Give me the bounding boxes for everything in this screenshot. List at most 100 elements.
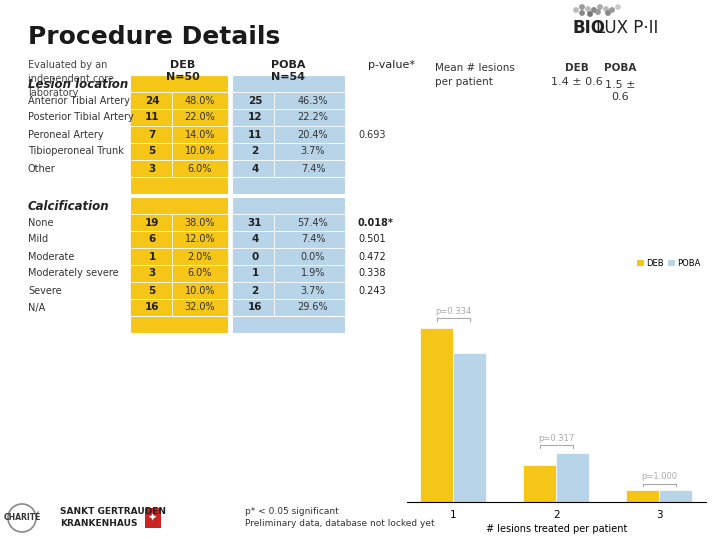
Text: Peroneal Artery: Peroneal Artery	[28, 130, 104, 139]
Text: 5: 5	[148, 146, 156, 157]
Text: 0.501: 0.501	[358, 234, 386, 245]
Text: 1: 1	[251, 268, 258, 279]
Text: 48.0%: 48.0%	[185, 96, 215, 105]
Bar	[274, 143, 345, 160]
Text: Tibioperoneal Trunk: Tibioperoneal Trunk	[28, 146, 124, 157]
Text: DEB: DEB	[565, 63, 589, 73]
Bar	[232, 197, 345, 214]
Bar	[172, 265, 228, 282]
Text: DEB: DEB	[171, 60, 196, 70]
Text: 0.693: 0.693	[358, 130, 385, 139]
Circle shape	[588, 12, 593, 16]
Bar	[130, 197, 228, 214]
Bar	[232, 316, 345, 333]
Text: 0.338: 0.338	[358, 268, 385, 279]
Bar	[232, 160, 274, 177]
Text: 20.4%: 20.4%	[297, 130, 328, 139]
Text: p-value*: p-value*	[368, 60, 415, 70]
Text: CHARITÉ: CHARITÉ	[4, 514, 41, 523]
Text: Posterior Tibial Artery: Posterior Tibial Artery	[28, 112, 134, 123]
Text: 24: 24	[145, 96, 159, 105]
Bar	[232, 126, 274, 143]
Text: 7.4%: 7.4%	[301, 234, 325, 245]
Text: 10.0%: 10.0%	[185, 146, 215, 157]
Bar	[130, 299, 172, 316]
Text: Mean # lesions
per patient: Mean # lesions per patient	[435, 63, 515, 87]
Bar	[232, 143, 274, 160]
Bar	[172, 160, 228, 177]
Text: LUX P·II: LUX P·II	[596, 19, 658, 37]
Text: Severe: Severe	[28, 286, 62, 295]
Text: 0.0%: 0.0%	[301, 252, 325, 261]
Bar	[130, 177, 228, 194]
Text: Anterior Tibial Artery: Anterior Tibial Artery	[28, 96, 130, 105]
Text: Procedure Details: Procedure Details	[28, 25, 280, 49]
Text: 4: 4	[251, 234, 258, 245]
Bar	[172, 231, 228, 248]
Bar	[172, 109, 228, 126]
Text: 22.2%: 22.2%	[297, 112, 328, 123]
Text: 1: 1	[148, 252, 156, 261]
Text: Lesion location: Lesion location	[28, 78, 128, 91]
Bar	[232, 177, 345, 194]
Text: N=54: N=54	[271, 72, 305, 82]
Text: 4: 4	[251, 164, 258, 173]
Bar	[130, 143, 172, 160]
Text: 11: 11	[145, 112, 159, 123]
Circle shape	[580, 5, 584, 9]
Bar	[130, 248, 172, 265]
Text: 14.0%: 14.0%	[185, 130, 215, 139]
Bar	[274, 160, 345, 177]
Text: KRANKENHAUS: KRANKENHAUS	[60, 518, 138, 528]
Text: 16: 16	[248, 302, 262, 313]
Text: 12.0%: 12.0%	[185, 234, 215, 245]
X-axis label: # lesions treated per patient: # lesions treated per patient	[485, 524, 627, 534]
Text: 2: 2	[251, 286, 258, 295]
Bar	[232, 265, 274, 282]
Bar	[130, 75, 228, 92]
Text: 46.3%: 46.3%	[298, 96, 328, 105]
Bar	[523, 465, 557, 502]
Text: 31: 31	[248, 218, 262, 227]
Text: 0: 0	[251, 252, 258, 261]
Bar	[556, 453, 589, 502]
Bar	[274, 126, 345, 143]
Text: 3: 3	[148, 164, 156, 173]
Text: 57.4%: 57.4%	[297, 218, 328, 227]
Circle shape	[610, 8, 614, 12]
Text: 2: 2	[251, 146, 258, 157]
Bar	[232, 231, 274, 248]
Bar	[274, 265, 345, 282]
Bar	[172, 92, 228, 109]
Circle shape	[604, 7, 608, 11]
Legend: DEB, POBA: DEB, POBA	[634, 255, 704, 271]
Text: 1.9%: 1.9%	[301, 268, 325, 279]
Text: 6.0%: 6.0%	[188, 164, 212, 173]
Bar	[420, 328, 454, 502]
Text: Other: Other	[28, 164, 55, 173]
Text: 11: 11	[248, 130, 262, 139]
Bar	[130, 316, 228, 333]
Text: 25: 25	[248, 96, 262, 105]
Bar	[274, 92, 345, 109]
Text: Mild: Mild	[28, 234, 48, 245]
Text: 6.0%: 6.0%	[188, 268, 212, 279]
Bar	[274, 214, 345, 231]
Bar	[626, 490, 659, 502]
Text: None: None	[28, 218, 53, 227]
Text: p=0.317: p=0.317	[538, 434, 575, 443]
Bar	[232, 214, 274, 231]
Text: Moderate: Moderate	[28, 252, 74, 261]
Bar	[454, 353, 486, 502]
Text: 5: 5	[148, 286, 156, 295]
Text: N=50: N=50	[166, 72, 200, 82]
Bar	[232, 75, 345, 92]
Circle shape	[586, 7, 590, 11]
Text: POBA: POBA	[604, 63, 636, 73]
Circle shape	[580, 11, 584, 15]
Text: 6: 6	[148, 234, 156, 245]
Bar	[274, 248, 345, 265]
Bar	[130, 160, 172, 177]
Text: 10.0%: 10.0%	[185, 286, 215, 295]
Text: 29.6%: 29.6%	[297, 302, 328, 313]
